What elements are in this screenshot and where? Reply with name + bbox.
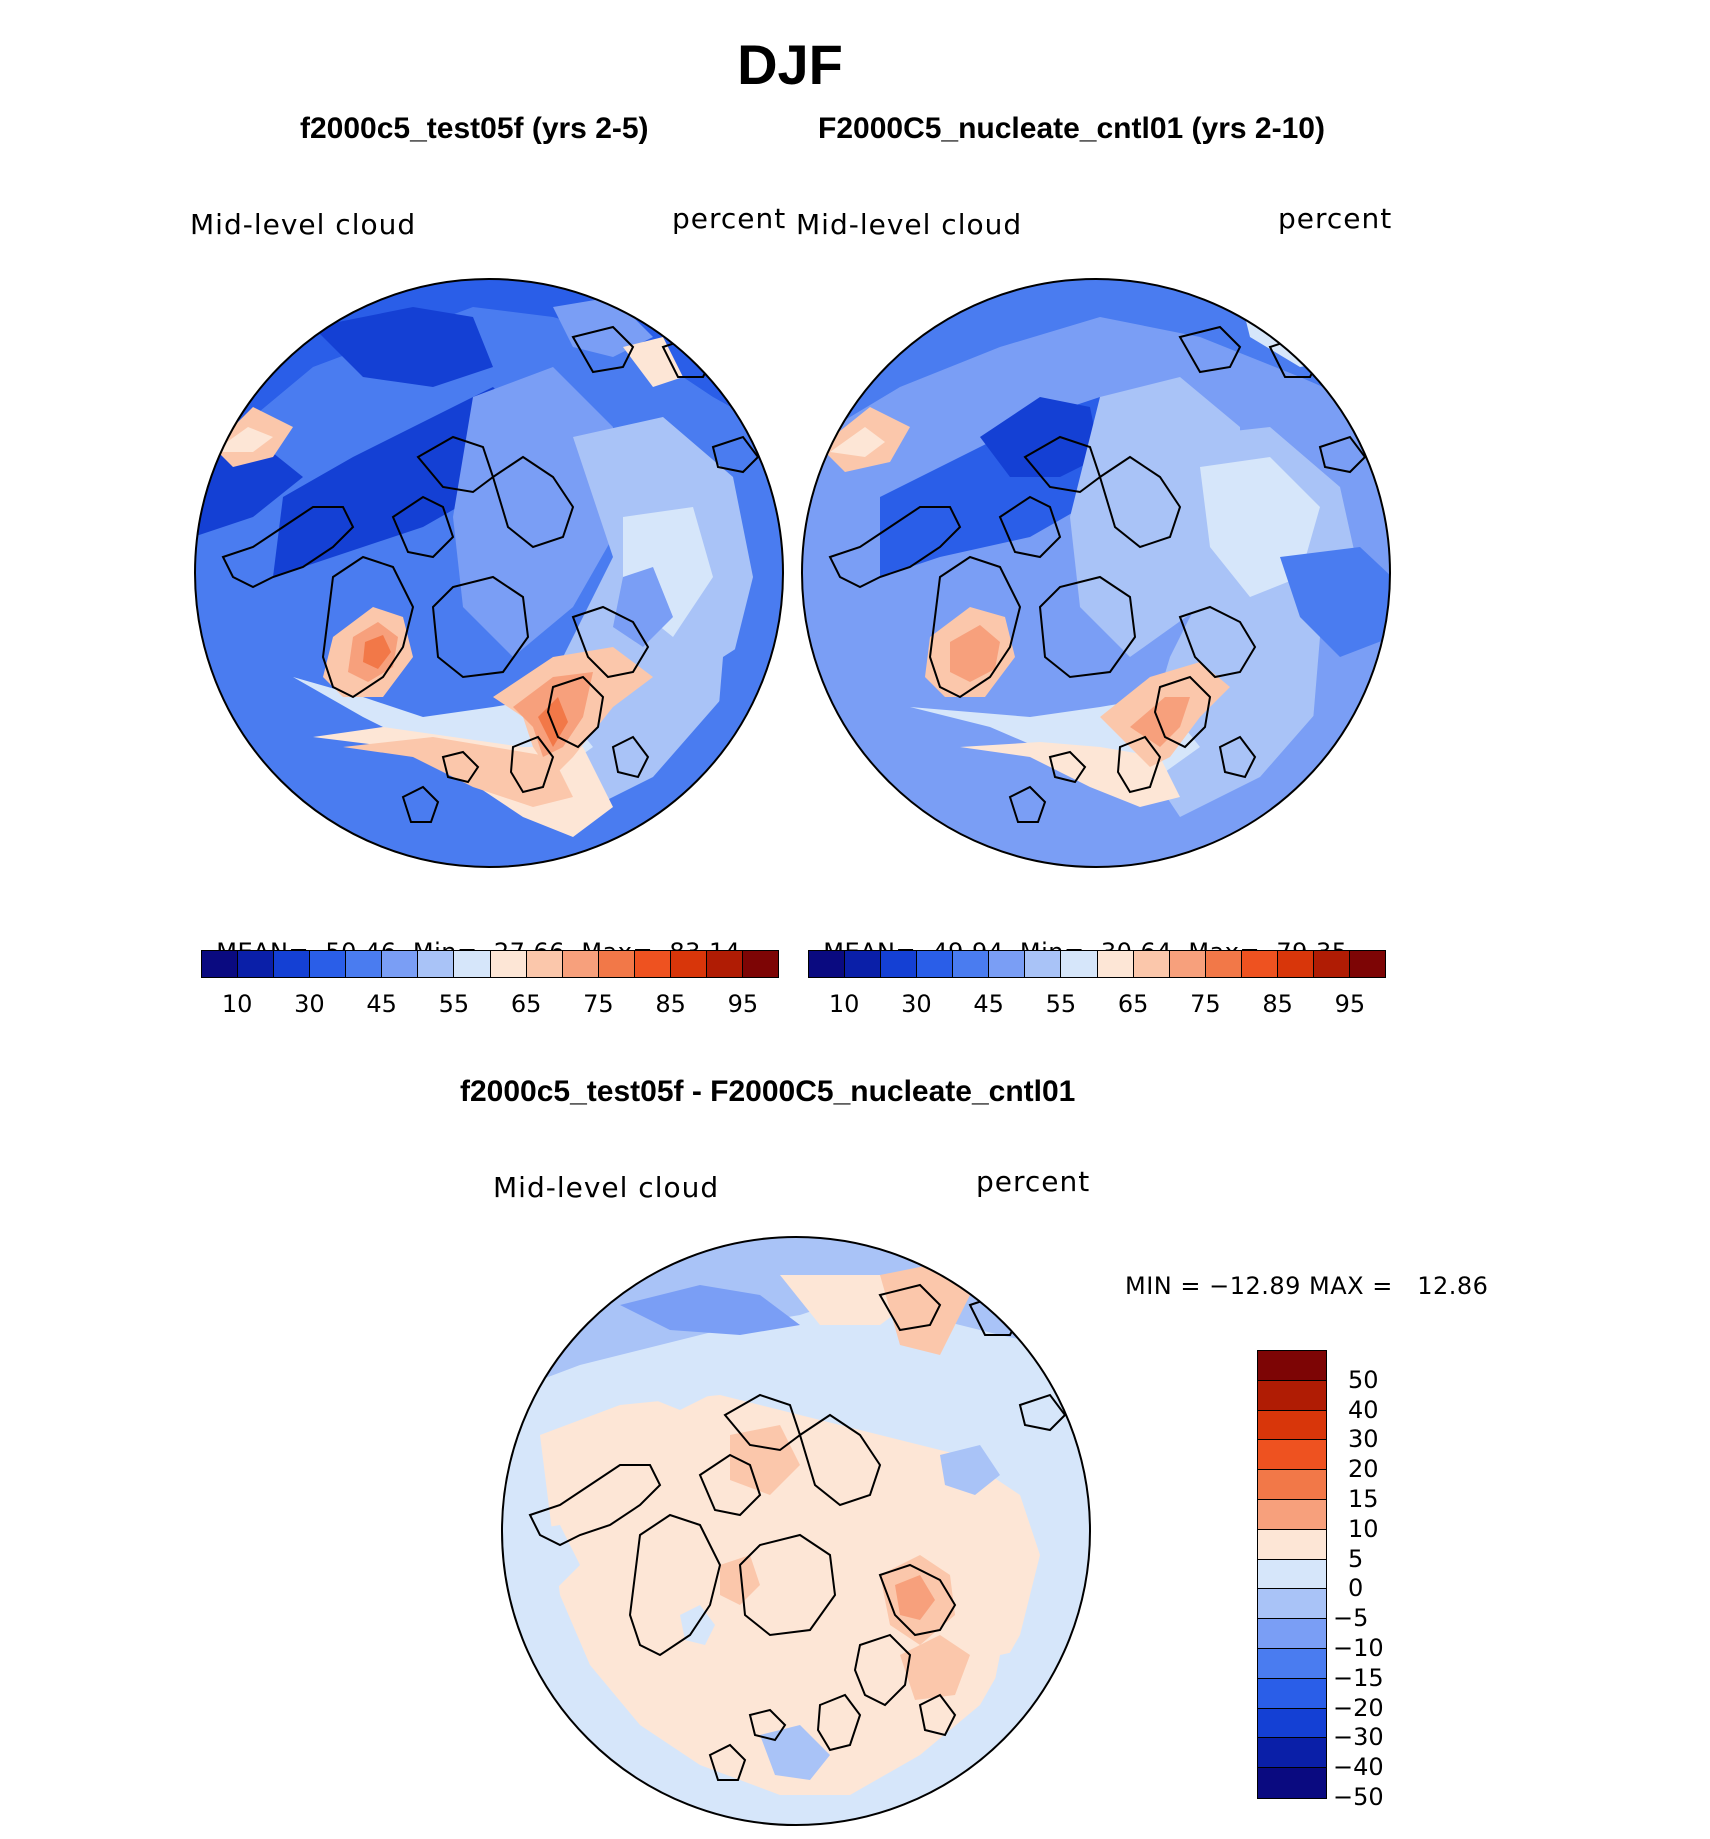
difference-colorbar-tick-label: −50 — [1333, 1783, 1384, 1811]
difference-colorbar-swatch — [1258, 1529, 1326, 1560]
difference-colorbar-swatch — [1258, 1738, 1326, 1769]
control-colorbar-swatch — [1097, 951, 1134, 977]
test-colorbar-swatch — [274, 951, 311, 977]
difference-colorbar-tick-label: 10 — [1348, 1514, 1379, 1543]
control-colorbar-swatch — [845, 951, 882, 977]
test-colorbar-swatch — [706, 951, 743, 977]
difference-colorbar-swatch — [1258, 1499, 1326, 1530]
difference-colorbar-swatch — [1258, 1678, 1326, 1709]
control-colorbar-swatch — [1169, 951, 1206, 977]
test-variable-label: Mid-level cloud — [190, 208, 417, 241]
difference-colorbar-swatch — [1258, 1768, 1326, 1798]
difference-colorbar-tick-label: −5 — [1333, 1604, 1369, 1633]
test-polar-map — [194, 278, 784, 868]
test-colorbar — [201, 950, 779, 978]
difference-colorbar-swatch — [1258, 1619, 1326, 1649]
test-colorbar-swatch — [490, 951, 527, 977]
difference-colorbar-tick-label: 15 — [1348, 1485, 1379, 1513]
test-colorbar-swatch — [526, 951, 563, 977]
difference-colorbar-tick-label: 20 — [1348, 1455, 1379, 1484]
control-colorbar-swatch — [1241, 951, 1278, 977]
control-colorbar-tick-label: 65 — [1117, 990, 1149, 1018]
test-colorbar-tick-label: 65 — [510, 990, 542, 1018]
control-colorbar-swatch — [1277, 951, 1314, 977]
difference-colorbar-tick-label: 50 — [1348, 1365, 1379, 1394]
control-case-title: F2000C5_nucleate_cntl01 (yrs 2-10) — [818, 112, 1325, 145]
control-colorbar-tick-label: 55 — [1045, 990, 1077, 1018]
control-colorbar-swatch — [1313, 951, 1350, 977]
control-colorbar-swatch — [989, 951, 1026, 977]
test-colorbar-swatch — [562, 951, 599, 977]
test-colorbar-swatch — [454, 951, 491, 977]
difference-colorbar-swatch — [1258, 1380, 1326, 1411]
difference-polar-map — [501, 1236, 1091, 1826]
difference-minmax: MIN = −12.89 MAX = 12.86 — [1125, 1272, 1489, 1300]
control-colorbar-swatch — [1205, 951, 1242, 977]
control-colorbar-swatch — [809, 951, 846, 977]
difference-colorbar-swatch — [1258, 1440, 1326, 1471]
difference-colorbar-swatch — [1258, 1648, 1326, 1679]
difference-colorbar-swatch — [1258, 1470, 1326, 1500]
test-case-title: f2000c5_test05f (yrs 2-5) — [300, 112, 649, 145]
control-colorbar-tick-label: 85 — [1262, 990, 1293, 1018]
test-colorbar-swatch — [382, 951, 419, 977]
test-colorbar-swatch — [742, 951, 778, 977]
control-colorbar-swatch — [1349, 951, 1385, 977]
control-colorbar — [808, 950, 1386, 978]
control-colorbar-tick-label: 10 — [828, 990, 860, 1018]
difference-colorbar-tick-label: −20 — [1333, 1693, 1384, 1722]
difference-colorbar-swatch — [1258, 1410, 1326, 1441]
difference-colorbar-swatch — [1258, 1559, 1326, 1590]
difference-units-label: percent — [976, 1165, 1091, 1198]
control-colorbar-swatch — [1025, 951, 1062, 977]
control-colorbar-tick-label: 30 — [901, 990, 932, 1018]
control-colorbar-swatch — [1133, 951, 1170, 977]
control-colorbar-swatch — [881, 951, 918, 977]
control-colorbar-swatch — [1061, 951, 1098, 977]
control-colorbar-tick-label: 95 — [1334, 990, 1366, 1018]
test-colorbar-tick-label: 95 — [727, 990, 759, 1018]
test-colorbar-swatch — [202, 951, 239, 977]
difference-colorbar-tick-label: 5 — [1348, 1544, 1364, 1573]
test-colorbar-tick-label: 30 — [294, 990, 325, 1018]
control-colorbar-tick-label: 75 — [1190, 990, 1221, 1018]
difference-colorbar-swatch — [1258, 1589, 1326, 1620]
test-colorbar-tick-label: 45 — [366, 990, 397, 1018]
difference-colorbar-swatch — [1258, 1708, 1326, 1739]
test-colorbar-tick-label: 75 — [583, 990, 614, 1018]
test-colorbar-swatch — [634, 951, 671, 977]
difference-colorbar-swatch — [1258, 1351, 1326, 1381]
test-colorbar-swatch — [346, 951, 383, 977]
test-colorbar-swatch — [418, 951, 455, 977]
test-colorbar-swatch — [238, 951, 275, 977]
test-colorbar-swatch — [598, 951, 635, 977]
control-units-label: percent — [1278, 202, 1393, 235]
difference-colorbar-tick-label: 0 — [1348, 1574, 1364, 1603]
test-colorbar-tick-label: 85 — [655, 990, 686, 1018]
test-colorbar-tick-label: 10 — [221, 990, 253, 1018]
figure-title: DJF — [737, 33, 843, 96]
test-units-label: percent — [672, 202, 787, 235]
control-colorbar-tick-label: 45 — [973, 990, 1004, 1018]
difference-colorbar-tick-label: 40 — [1348, 1395, 1379, 1424]
test-colorbar-tick-label: 55 — [438, 990, 470, 1018]
difference-colorbar-tick-label: −15 — [1333, 1663, 1384, 1692]
control-variable-label: Mid-level cloud — [796, 208, 1023, 241]
difference-title: f2000c5_test05f - F2000C5_nucleate_cntl0… — [460, 1075, 1076, 1108]
difference-colorbar — [1257, 1350, 1327, 1799]
control-polar-map — [801, 278, 1391, 868]
difference-colorbar-tick-label: 30 — [1348, 1425, 1379, 1454]
control-colorbar-swatch — [953, 951, 990, 977]
difference-variable-label: Mid-level cloud — [493, 1171, 720, 1204]
test-colorbar-swatch — [670, 951, 707, 977]
test-colorbar-swatch — [310, 951, 347, 977]
difference-colorbar-tick-label: −30 — [1333, 1723, 1384, 1752]
difference-colorbar-tick-label: −40 — [1333, 1753, 1384, 1782]
difference-colorbar-tick-label: −10 — [1333, 1634, 1384, 1662]
control-colorbar-swatch — [917, 951, 954, 977]
